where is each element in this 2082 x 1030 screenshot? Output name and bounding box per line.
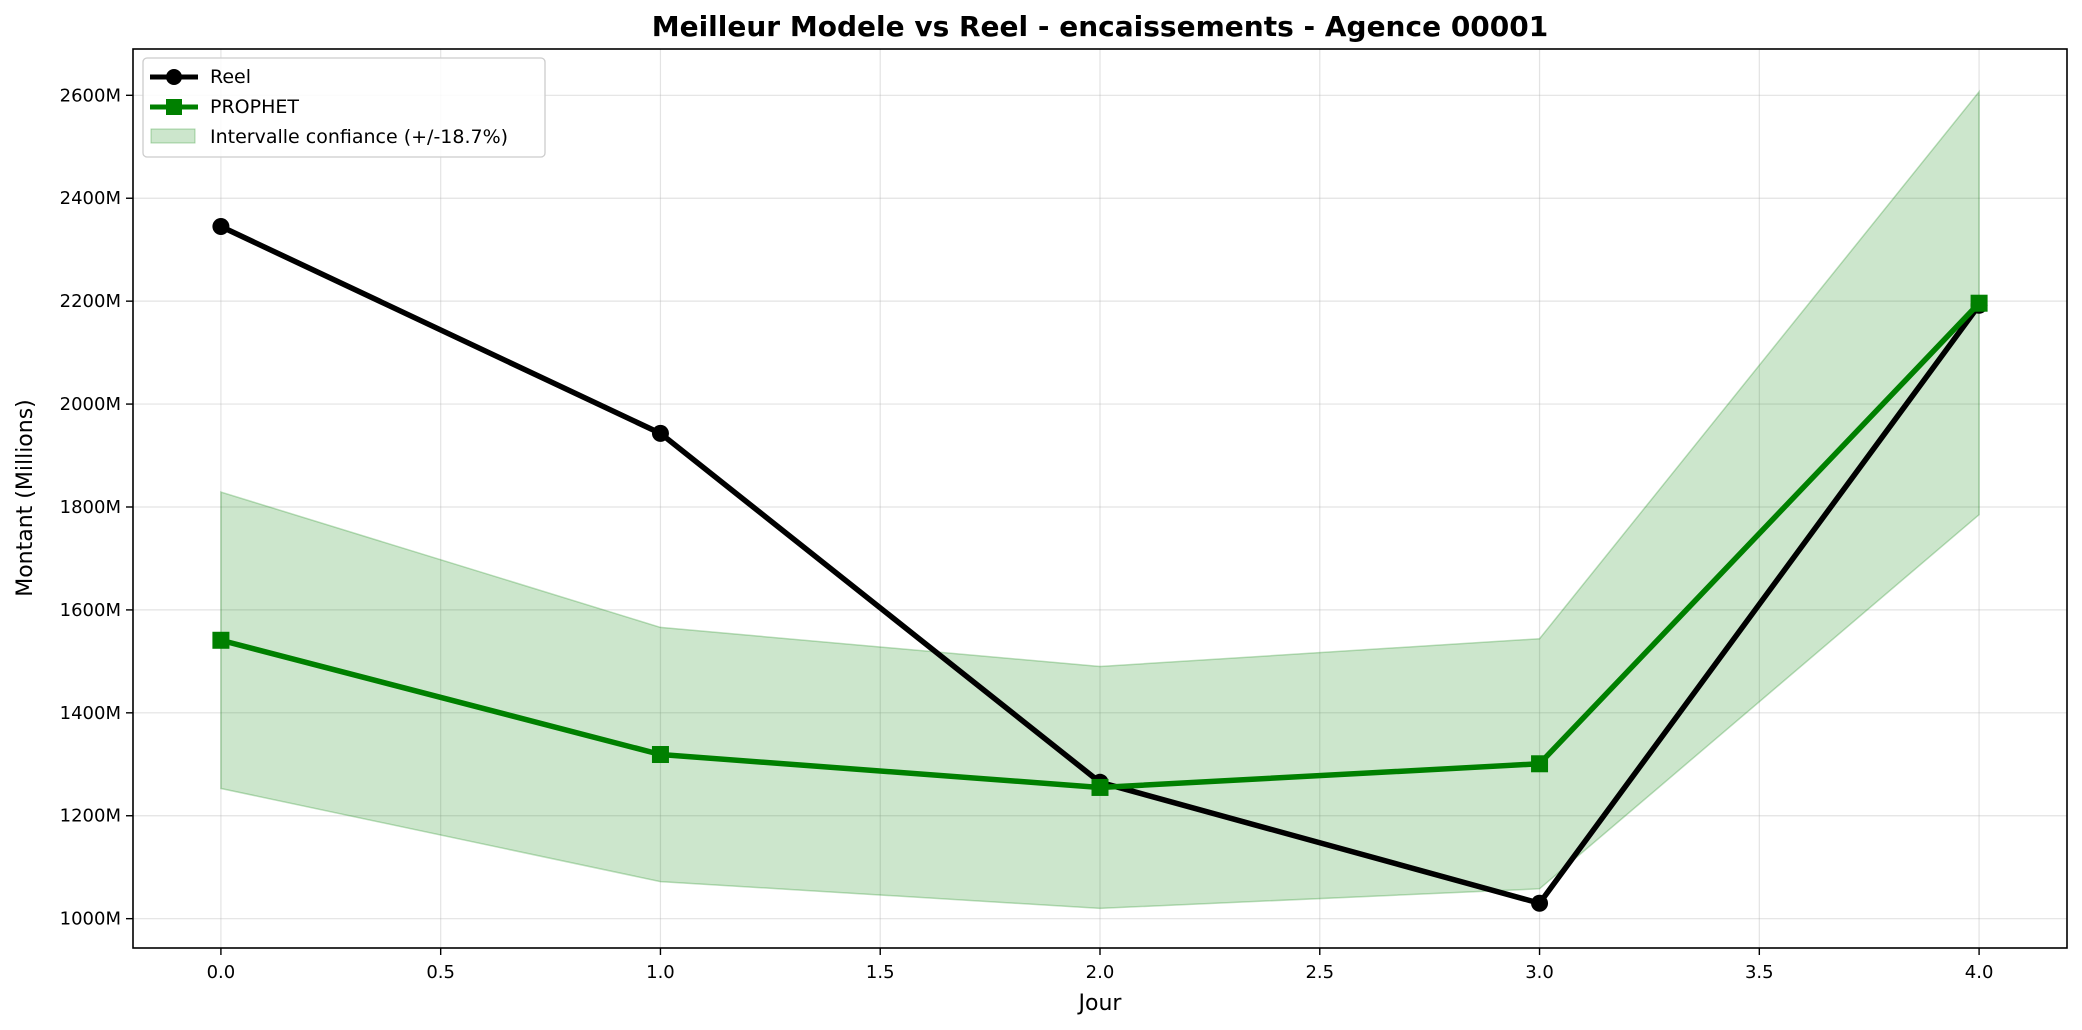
legend-band-label: Intervalle confiance (+/-18.7%) <box>210 126 508 148</box>
y-tick-label: 1600M <box>60 600 121 621</box>
x-tick-label: 0.5 <box>426 962 455 983</box>
x-axis-label: Jour <box>1077 991 1123 1016</box>
y-tick-label: 1200M <box>60 806 121 827</box>
data-point-prophet <box>212 631 230 649</box>
legend-reel-marker <box>166 69 182 85</box>
x-axis: 0.0 0.5 1.0 1.5 2.0 2.5 3.0 3.5 4.0 <box>207 948 1994 983</box>
legend-reel-label: Reel <box>210 66 251 88</box>
x-tick-label: 1.5 <box>866 962 895 983</box>
confidence-band-layer <box>220 89 1980 910</box>
confidence-band <box>220 89 1980 910</box>
y-tick-label: 1400M <box>60 703 121 724</box>
series-prophet <box>212 294 1988 796</box>
legend-prophet-marker <box>166 99 182 115</box>
chart-title: Meilleur Modele vs Reel - encaissements … <box>652 10 1549 43</box>
y-tick-label: 2000M <box>60 394 121 415</box>
data-point-prophet <box>1970 294 1988 312</box>
data-point-reel <box>651 424 669 442</box>
x-tick-label: 3.5 <box>1745 962 1774 983</box>
legend-box <box>142 57 546 158</box>
data-point-reel <box>212 218 230 236</box>
y-axis: 1000M 1200M 1400M 1600M 1800M 2000M 2200M 2400M… <box>60 85 133 930</box>
series-layer <box>212 218 1988 912</box>
data-point-prophet <box>1531 755 1549 773</box>
legend-prophet-label: PROPHET <box>210 96 299 118</box>
y-tick-label: 2200M <box>60 291 121 312</box>
x-tick-label: 2.5 <box>1305 962 1334 983</box>
y-tick-label: 2600M <box>60 85 121 106</box>
x-tick-label: 3.0 <box>1525 962 1554 983</box>
data-point-prophet <box>1091 778 1109 796</box>
y-tick-label: 2400M <box>60 188 121 209</box>
y-axis-label: Montant (Millions) <box>13 399 38 597</box>
legend-band-swatch <box>150 128 196 144</box>
data-point-prophet <box>651 746 669 764</box>
y-tick-label: 1000M <box>60 909 121 930</box>
x-tick-label: 4.0 <box>1965 962 1994 983</box>
y-tick-label: 1800M <box>60 497 121 518</box>
x-tick-label: 1.0 <box>646 962 675 983</box>
grid <box>133 49 2067 948</box>
data-point-reel <box>1531 894 1549 912</box>
x-tick-label: 2.0 <box>1086 962 1115 983</box>
x-tick-label: 0.0 <box>207 962 236 983</box>
legend: Reel PROPHET Intervalle confiance (+/-18… <box>142 57 546 158</box>
